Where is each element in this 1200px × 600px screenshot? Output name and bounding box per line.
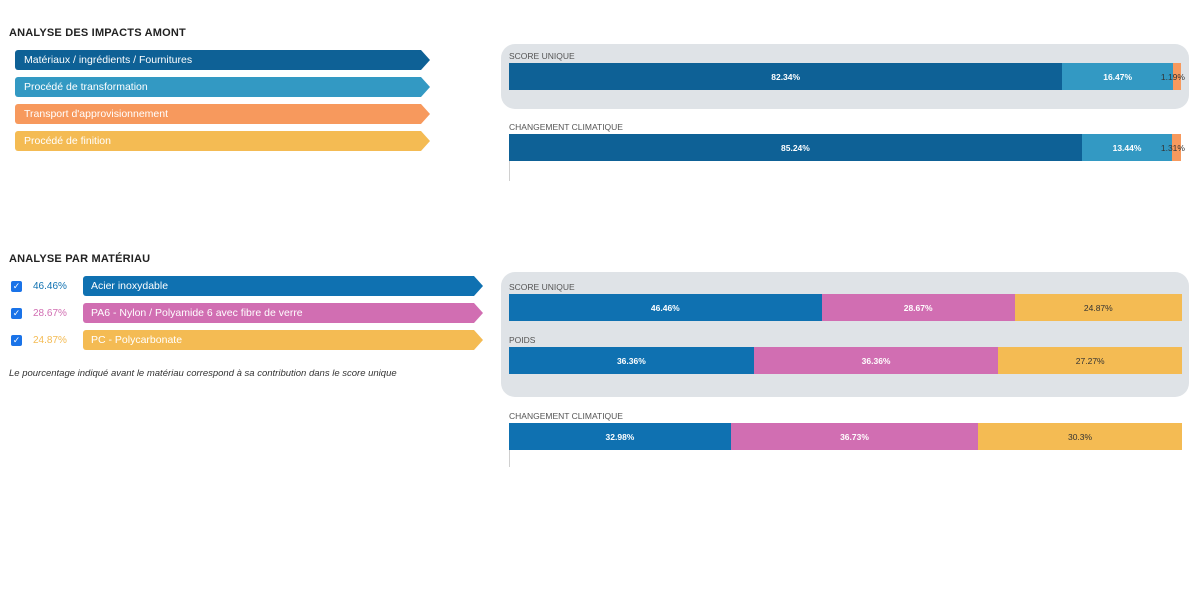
bar-value-label: 27.27% xyxy=(1075,355,1105,366)
bar-segment[interactable]: 24.87% xyxy=(1014,294,1182,321)
legend-item-transformation[interactable]: Procédé de transformation xyxy=(15,77,430,97)
chart-title: CHANGEMENT CLIMATIQUE xyxy=(509,411,623,421)
material-label[interactable]: PA6 - Nylon / Polyamide 6 avec fibre de … xyxy=(83,303,483,323)
materials-note: Le pourcentage indiqué avant le matériau… xyxy=(9,368,397,379)
material-percentage: 24.87% xyxy=(33,334,67,346)
chart-title: POIDS xyxy=(509,335,536,345)
bar-value-label: 85.24% xyxy=(781,142,810,153)
material-checkbox[interactable]: ✓ xyxy=(11,280,22,292)
legend-item-materials[interactable]: Matériaux / ingrédients / Fournitures xyxy=(15,50,430,70)
bar-value-label: 36.36% xyxy=(861,355,891,366)
chart-title: SCORE UNIQUE xyxy=(509,282,575,292)
bar-value-label: 36.36% xyxy=(616,355,646,366)
material-percentage: 46.46% xyxy=(33,280,67,292)
materials-title: ANALYSE PAR MATÉRIAU xyxy=(9,253,151,265)
stacked-bar: 82.34% 16.47% 1.19% xyxy=(509,63,1185,90)
bar-segment[interactable]: 16.47% xyxy=(1062,63,1173,90)
material-checkbox[interactable]: ✓ xyxy=(11,334,22,346)
upstream-legend: Matériaux / ingrédients / Fournitures Pr… xyxy=(15,50,430,158)
bar-segment[interactable]: 36.73% xyxy=(730,423,979,450)
bar-segment[interactable]: 1.19% xyxy=(1161,63,1185,90)
material-row: ✓ 46.46% Acier inoxydable xyxy=(11,276,483,296)
bar-segment[interactable]: 36.36% xyxy=(753,347,999,374)
material-label[interactable]: PC - Polycarbonate xyxy=(83,330,483,350)
material-label[interactable]: Acier inoxydable xyxy=(83,276,483,296)
bar-value-label: 24.87% xyxy=(1083,302,1113,313)
bar-segment[interactable]: 28.67% xyxy=(821,294,1015,321)
bar-value-label: 1.19% xyxy=(1160,71,1185,82)
bar-segment[interactable]: 27.27% xyxy=(998,347,1182,374)
material-row: ✓ 28.67% PA6 - Nylon / Polyamide 6 avec … xyxy=(11,303,483,323)
material-checkbox[interactable]: ✓ xyxy=(11,307,22,319)
material-row: ✓ 24.87% PC - Polycarbonate xyxy=(11,330,483,350)
stacked-bar: 46.46% 28.67% 24.87% xyxy=(509,294,1182,321)
bar-value-label: 82.34% xyxy=(771,71,801,82)
bar-value-label: 28.67% xyxy=(903,302,933,313)
bar-segment[interactable]: 46.46% xyxy=(509,294,822,321)
material-percentage: 28.67% xyxy=(33,307,67,319)
chart-title: SCORE UNIQUE xyxy=(509,51,575,61)
bar-value-label: 36.73% xyxy=(840,431,869,442)
materials-list: ✓ 46.46% Acier inoxydable ✓ 28.67% PA6 -… xyxy=(11,276,483,357)
bar-value-label: 32.98% xyxy=(605,431,635,442)
stacked-bar: 85.24% 13.44% 1.31% xyxy=(509,134,1185,161)
bar-value-label: 13.44% xyxy=(1112,142,1142,153)
bar-segment[interactable]: 85.24% xyxy=(509,134,1082,161)
bar-segment[interactable]: 1.31% xyxy=(1161,134,1185,161)
materials-score-panel xyxy=(501,272,1189,397)
bar-value-label: 16.47% xyxy=(1103,71,1133,82)
legend-item-finishing[interactable]: Procédé de finition xyxy=(15,131,430,151)
stacked-bar: 36.36% 36.36% 27.27% xyxy=(509,347,1182,374)
chart-title: CHANGEMENT CLIMATIQUE xyxy=(509,122,623,132)
upstream-title: ANALYSE DES IMPACTS AMONT xyxy=(9,27,186,39)
bar-segment[interactable]: 30.3% xyxy=(978,423,1182,450)
bar-value-label: 46.46% xyxy=(650,302,680,313)
legend-item-transport[interactable]: Transport d'approvisionnement xyxy=(15,104,430,124)
bar-segment[interactable]: 36.36% xyxy=(509,347,754,374)
bar-segment[interactable]: 32.98% xyxy=(509,423,731,450)
bar-value-label: 30.3% xyxy=(1067,431,1093,442)
bar-segment[interactable]: 82.34% xyxy=(509,63,1063,90)
stacked-bar: 32.98% 36.73% 30.3% xyxy=(509,423,1182,450)
bar-segment[interactable]: 13.44% xyxy=(1081,134,1173,161)
bar-value-label: 1.31% xyxy=(1160,142,1185,153)
